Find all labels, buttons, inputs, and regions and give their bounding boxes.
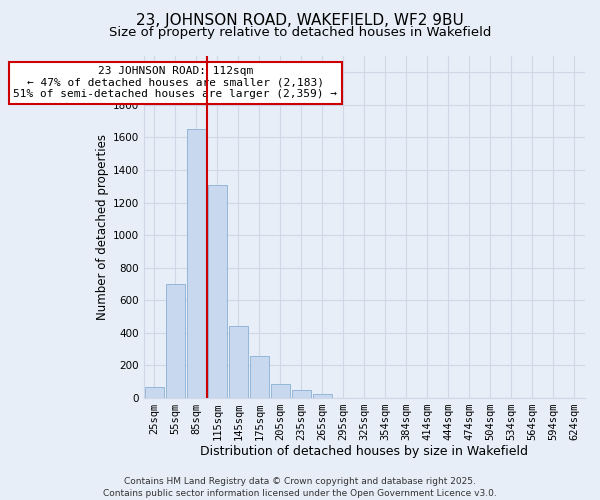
- X-axis label: Distribution of detached houses by size in Wakefield: Distribution of detached houses by size …: [200, 444, 529, 458]
- Bar: [229, 326, 248, 398]
- Y-axis label: Number of detached properties: Number of detached properties: [95, 134, 109, 320]
- Bar: [166, 284, 185, 398]
- Text: 23, JOHNSON ROAD, WAKEFIELD, WF2 9BU: 23, JOHNSON ROAD, WAKEFIELD, WF2 9BU: [136, 12, 464, 28]
- Bar: [208, 184, 227, 398]
- Bar: [187, 130, 206, 398]
- Bar: [145, 388, 164, 398]
- Text: Size of property relative to detached houses in Wakefield: Size of property relative to detached ho…: [109, 26, 491, 39]
- Bar: [271, 384, 290, 398]
- Text: Contains HM Land Registry data © Crown copyright and database right 2025.
Contai: Contains HM Land Registry data © Crown c…: [103, 476, 497, 498]
- Bar: [250, 356, 269, 398]
- Text: 23 JOHNSON ROAD: 112sqm
← 47% of detached houses are smaller (2,183)
51% of semi: 23 JOHNSON ROAD: 112sqm ← 47% of detache…: [13, 66, 337, 100]
- Bar: [292, 390, 311, 398]
- Bar: [313, 394, 332, 398]
